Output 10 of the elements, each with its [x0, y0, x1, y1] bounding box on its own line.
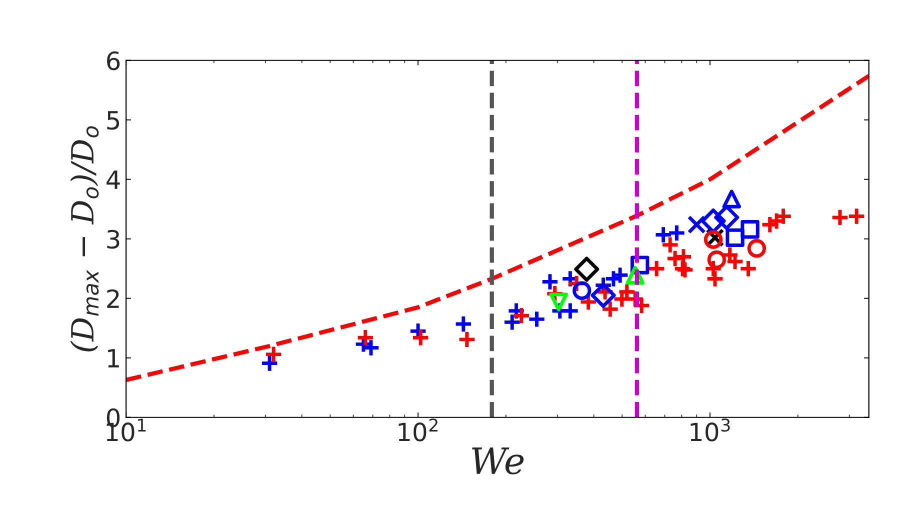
y-tick-label: 1 [108, 349, 119, 368]
y-tick-label: 6 [107, 51, 120, 70]
y-tick-label: 4 [106, 170, 120, 189]
y-tick-label: 2 [107, 289, 119, 308]
y-tick-label: 3 [107, 230, 120, 249]
x-tick-label: 10$^{2}$ [398, 418, 438, 442]
y-axis-title: (D$_{max}$ − D$_{o}$)/D$_{o}$ [70, 126, 99, 352]
x-tick-label: 10$^{3}$ [690, 418, 730, 442]
x-axis-title: We [472, 448, 524, 474]
y-tick-label: 5 [107, 111, 120, 130]
